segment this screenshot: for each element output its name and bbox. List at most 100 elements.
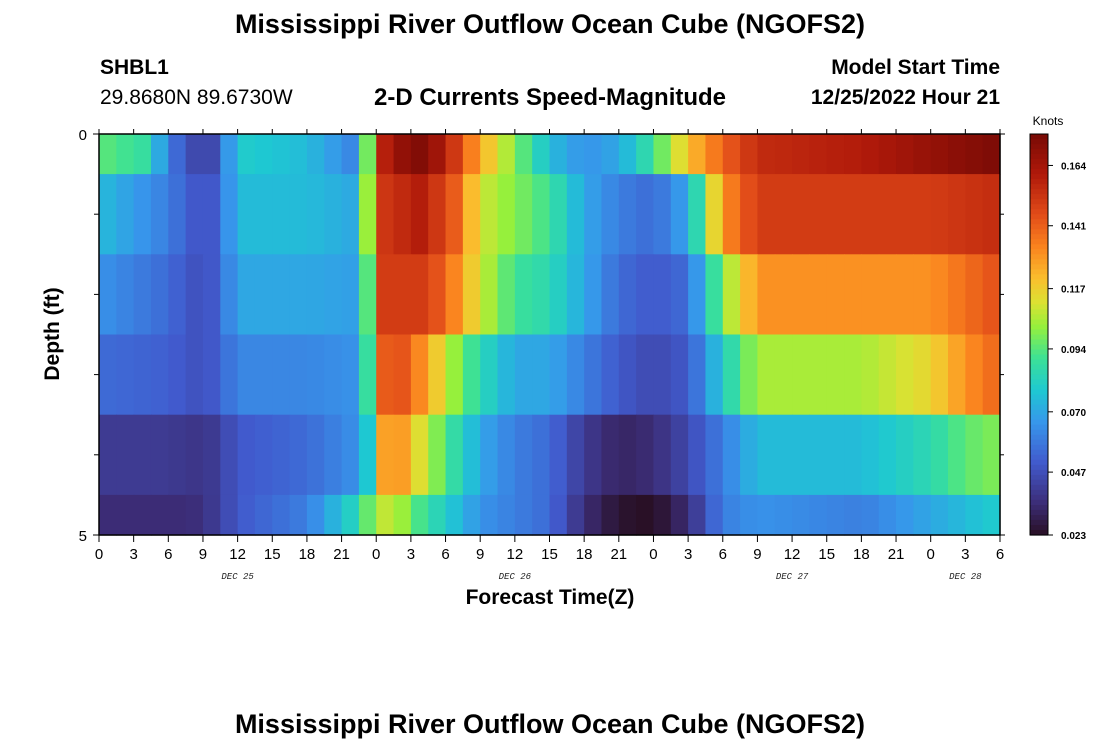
heatmap-cell xyxy=(722,494,741,536)
heatmap-cell xyxy=(168,174,187,255)
colorbar-segment xyxy=(1030,529,1048,536)
heatmap-cell xyxy=(185,414,204,496)
heatmap-cell xyxy=(202,414,221,496)
heatmap-cell xyxy=(740,254,759,336)
colorbar-segment xyxy=(1030,434,1048,441)
heatmap-cell xyxy=(428,334,447,416)
x-tick-label: 6 xyxy=(441,546,449,563)
heatmap-cell xyxy=(410,334,429,416)
heatmap-cell xyxy=(428,414,447,496)
colorbar-segment xyxy=(1030,379,1048,386)
colorbar-segment xyxy=(1030,264,1048,270)
colorbar-segment xyxy=(1030,519,1048,526)
heatmap-cell xyxy=(913,414,932,496)
colorbar-segment xyxy=(1030,229,1048,235)
colorbar-segment xyxy=(1030,314,1048,321)
colorbar-segment xyxy=(1030,219,1048,225)
heatmap-cell xyxy=(878,334,897,416)
heatmap-cell xyxy=(514,494,533,536)
heatmap-cell xyxy=(982,334,1001,416)
colorbar-segment xyxy=(1030,344,1048,351)
heatmap-cell xyxy=(549,254,568,336)
colorbar-segment xyxy=(1030,239,1048,245)
heatmap-cell xyxy=(653,494,672,536)
heatmap-cell xyxy=(982,134,1001,175)
model-start-value: 12/25/2022 Hour 21 xyxy=(810,86,1000,109)
heatmap-cell xyxy=(393,174,412,255)
heatmap-cell xyxy=(306,334,325,416)
date-label: DEC 26 xyxy=(499,572,532,582)
heatmap-cell xyxy=(202,334,221,416)
heatmap-cell xyxy=(878,134,897,175)
date-label: DEC 28 xyxy=(949,572,982,582)
heatmap-cell xyxy=(272,494,291,536)
heatmap-cell xyxy=(202,174,221,255)
x-tick-label: 18 xyxy=(853,546,870,563)
colorbar-segment xyxy=(1030,429,1048,436)
heatmap-cell xyxy=(653,134,672,175)
heatmap-cell xyxy=(896,134,914,175)
heatmap-cell xyxy=(324,174,343,255)
colorbar-segment xyxy=(1030,374,1048,381)
colorbar-segment xyxy=(1030,224,1048,230)
heatmap-cell xyxy=(618,174,637,255)
heatmap-cell xyxy=(462,494,481,536)
colorbar-segment xyxy=(1030,164,1048,170)
x-tick-label: 12 xyxy=(784,546,801,563)
colorbar-border xyxy=(1029,133,1049,536)
colorbar-segment xyxy=(1030,359,1048,366)
heatmap-cell xyxy=(705,334,724,416)
heatmap-cell xyxy=(532,334,551,416)
heatmap-cell xyxy=(445,174,464,255)
heatmap-cell xyxy=(636,254,655,336)
heatmap-cell xyxy=(341,414,360,496)
x-tick-label: 18 xyxy=(299,546,316,563)
colorbar-segment xyxy=(1030,169,1048,175)
heatmap-cell xyxy=(150,414,169,496)
heatmap-cell xyxy=(566,174,585,255)
heatmap-cell xyxy=(428,174,447,255)
heatmap-cell xyxy=(566,414,585,496)
heatmap-cell xyxy=(930,414,949,496)
heatmap-cell xyxy=(982,174,1001,255)
heatmap-cell xyxy=(809,414,828,496)
heatmap-cell xyxy=(774,334,793,416)
heatmap-cell xyxy=(844,174,862,255)
heatmap-cell xyxy=(792,174,811,255)
heatmap-cell xyxy=(289,334,308,416)
colorbar-segment xyxy=(1030,444,1048,451)
heatmap-cell xyxy=(601,334,620,416)
heatmap-cell xyxy=(757,254,776,336)
y-tick-label: 0 xyxy=(79,127,87,144)
heatmap-cell xyxy=(826,494,845,536)
colorbar-segment xyxy=(1030,174,1048,180)
heatmap-cell xyxy=(324,414,343,496)
heatmap-cell xyxy=(948,174,966,255)
heatmap-cell xyxy=(185,174,204,255)
heatmap-cell xyxy=(237,334,256,416)
heatmap-cell xyxy=(410,414,429,496)
x-tick-label: 6 xyxy=(719,546,727,563)
heatmap-cell xyxy=(168,414,187,496)
heatmap-cell xyxy=(774,174,793,255)
colorbar-segment xyxy=(1030,454,1048,461)
heatmap-cell xyxy=(185,334,204,416)
colorbar-tick-label: 0.047 xyxy=(1061,468,1086,479)
heatmap-cell xyxy=(601,134,620,175)
heatmap-cell xyxy=(376,174,395,255)
x-tick-label: 21 xyxy=(888,546,905,563)
heatmap-cell xyxy=(826,134,845,175)
heatmap-cell xyxy=(653,334,672,416)
heatmap-cell xyxy=(428,494,447,536)
heatmap-cell xyxy=(948,254,966,336)
chart-title: 2-D Currents Speed-Magnitude xyxy=(373,84,727,111)
x-tick-label: 3 xyxy=(129,546,137,563)
heatmap-cell xyxy=(237,134,256,175)
colorbar-segment xyxy=(1030,409,1048,416)
heatmap-cell xyxy=(740,334,759,416)
heatmap-cell xyxy=(272,254,291,336)
heatmap-cell xyxy=(965,334,984,416)
heatmap-cell xyxy=(688,414,707,496)
heatmap-cell xyxy=(497,134,516,175)
heatmap-cell xyxy=(757,494,776,536)
